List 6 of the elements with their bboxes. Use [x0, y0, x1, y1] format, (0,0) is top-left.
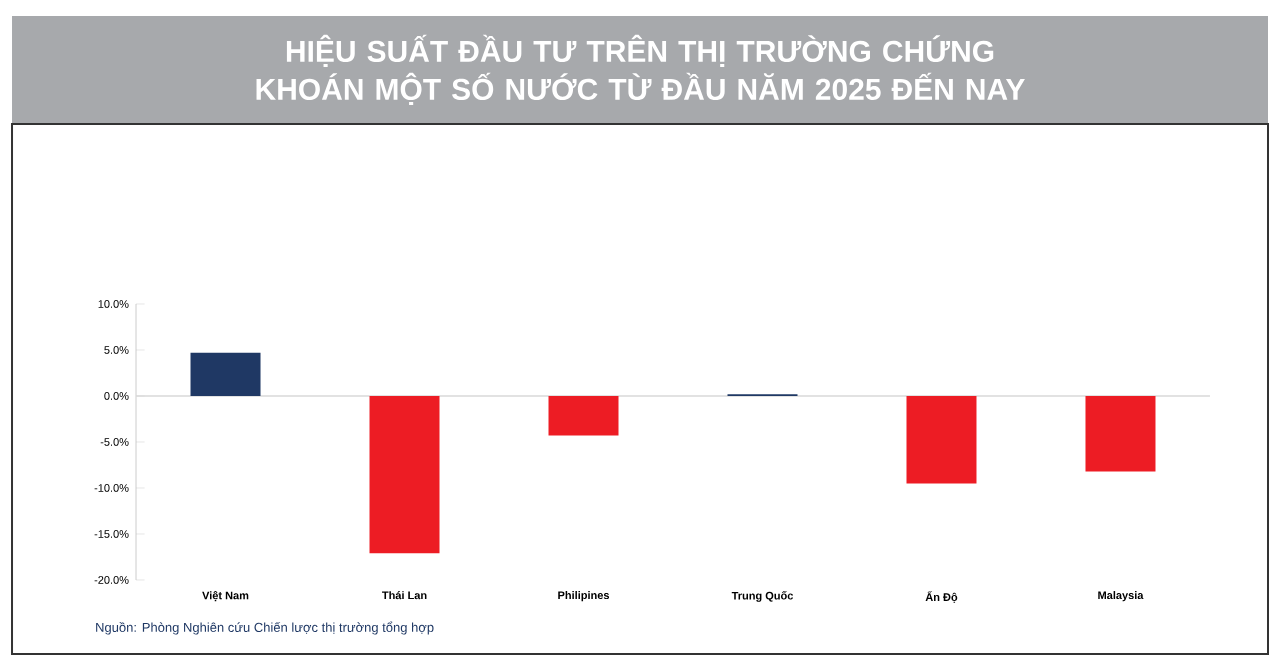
bar — [369, 395, 440, 554]
bar — [190, 352, 261, 396]
chart-title: HIỆU SUẤT ĐẦU TƯ TRÊN THỊ TRƯỜNG CHỨNG KHOÁN MỘT SỐ NƯỚC TỪ ĐẦU NĂM 2025 ĐẾN NAY — [256, 34, 1025, 106]
bar — [548, 395, 619, 436]
bar — [1085, 395, 1156, 472]
bar — [906, 395, 977, 484]
